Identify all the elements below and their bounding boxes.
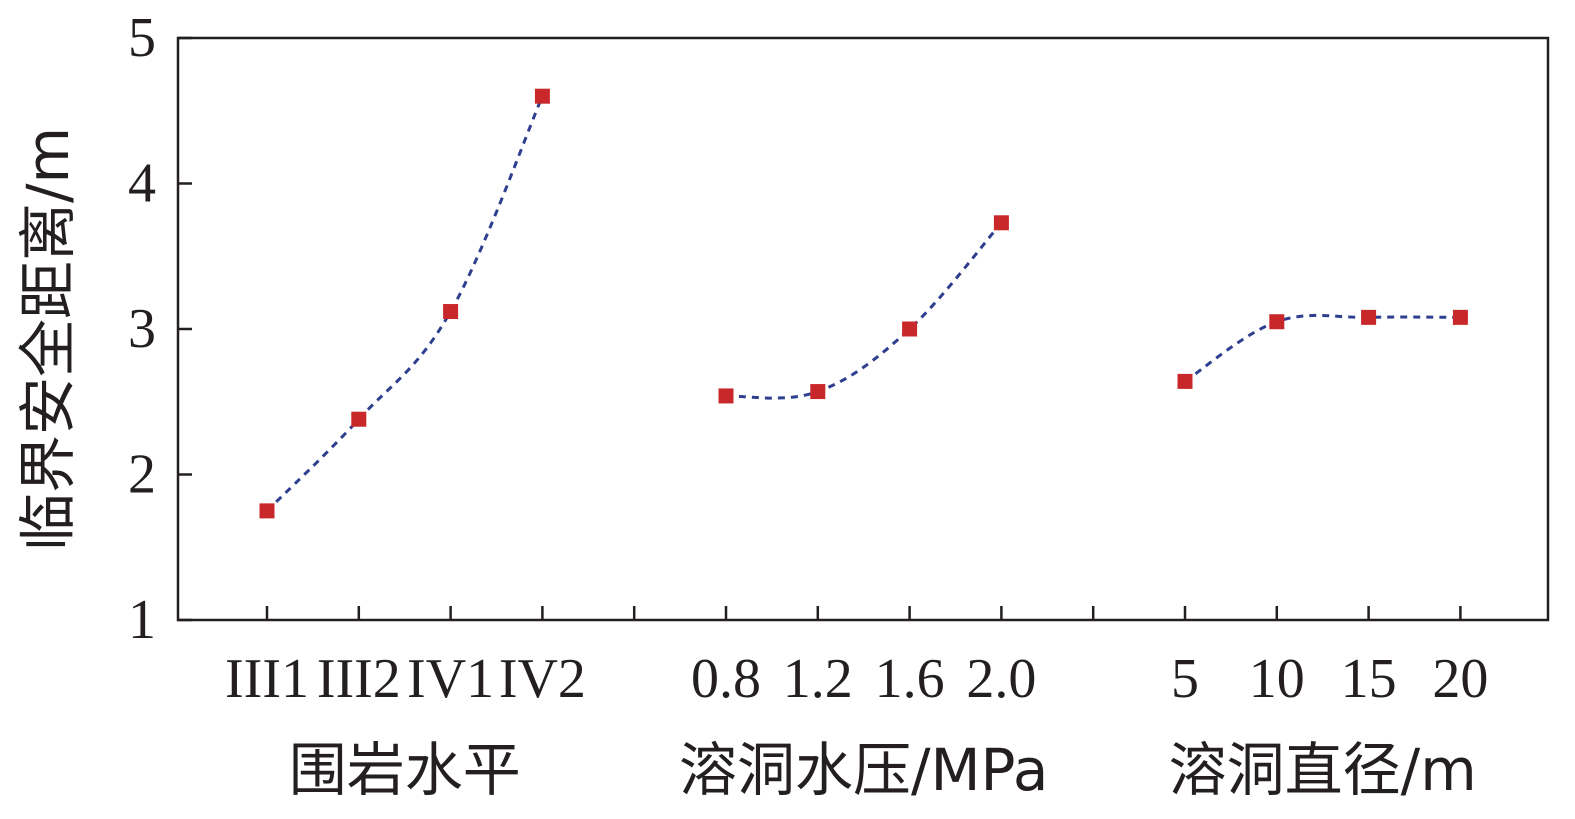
data-point: [351, 411, 367, 427]
x-tick-label: 10: [1249, 648, 1305, 710]
data-point: [259, 503, 275, 519]
series-line: [1184, 313, 1461, 383]
data-point: [443, 304, 459, 320]
y-tick-label: 4: [128, 153, 156, 215]
y-tick-label: 2: [128, 444, 156, 506]
y-tick-label: 3: [128, 298, 156, 360]
x-tick-label: 20: [1432, 648, 1488, 710]
series-lines: [265, 95, 1461, 512]
series-line: [265, 95, 544, 512]
x-tick-label: 1.6: [875, 648, 945, 710]
x-tick-label: 2.0: [966, 648, 1036, 710]
data-point: [993, 215, 1009, 231]
data-point: [810, 384, 826, 400]
data-point: [534, 88, 550, 104]
data-point: [902, 321, 918, 337]
data-point: [1177, 373, 1193, 389]
x-tick-label: 5: [1171, 648, 1199, 710]
y-tick-label: 5: [128, 7, 156, 69]
x-axis-label: 溶洞水压/MPa: [679, 736, 1049, 804]
data-point: [1361, 309, 1377, 325]
x-tick-label: 1.2: [783, 648, 853, 710]
data-point: [1452, 309, 1468, 325]
plot-border: [176, 36, 1550, 622]
data-point: [1269, 314, 1285, 330]
plot-frame: [176, 36, 1550, 622]
y-axis-label: 临界安全距离/m: [14, 127, 82, 551]
x-tick-label: IV2: [499, 648, 586, 710]
data-point: [718, 388, 734, 404]
x-tick-label: 0.8: [691, 648, 761, 710]
x-axis-label: 溶洞直径/m: [1169, 736, 1477, 804]
y-tick-label: 1: [128, 589, 156, 651]
series-markers: [259, 88, 1468, 519]
x-tick-label: III2: [317, 648, 401, 710]
x-axis-label: 围岩水平: [289, 736, 521, 804]
axis-labels: 1 2 3 4 5 临界安全距离/m III1 III2 IV1 IV2 围岩水平 0.8 1.2 1.6…: [14, 7, 1488, 804]
x-tick-label: IV1: [407, 648, 494, 710]
series-line: [725, 221, 1003, 400]
x-tick-label: 15: [1341, 648, 1397, 710]
x-tick-label: III1: [225, 648, 309, 710]
